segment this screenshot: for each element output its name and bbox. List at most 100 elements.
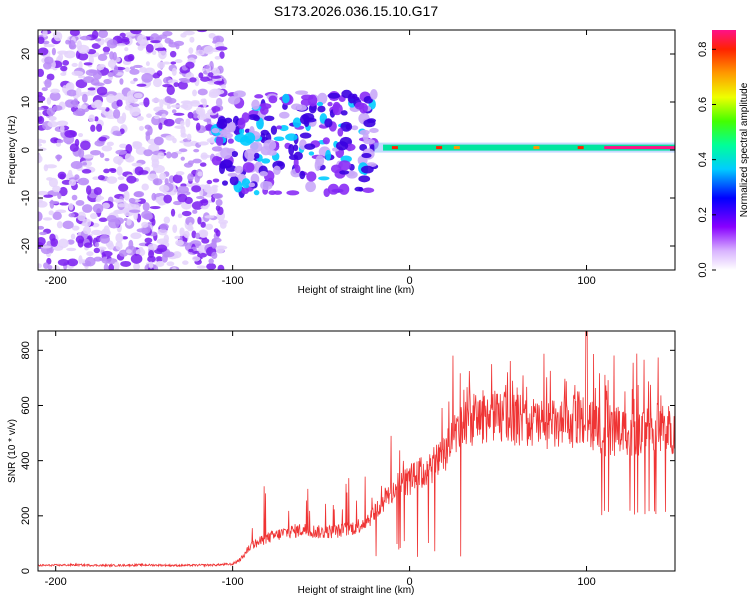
spectrogram-noise-blob <box>52 105 63 111</box>
spectrogram-noise-blob <box>42 40 50 45</box>
spectrogram-noise-blob <box>101 250 113 257</box>
spectrogram-noise-blob <box>200 198 209 206</box>
spectrogram-noise-blob <box>57 259 70 266</box>
spectrogram-noise-blob <box>211 240 217 249</box>
spectrogram-noise-blob <box>217 264 225 270</box>
spectrogram-blob <box>327 183 340 195</box>
spectrogram-noise-blob <box>158 201 165 206</box>
spectrogram-noise-blob <box>124 67 130 72</box>
spectrogram-noise-blob <box>195 122 201 131</box>
spectrogram-noise-blob <box>93 187 103 195</box>
spectrogram-noise-blob <box>205 223 214 230</box>
spectrogram-noise-blob <box>93 82 105 87</box>
spectrogram-noise-blob <box>177 81 188 90</box>
spectrogram-noise-blob <box>211 67 220 76</box>
spectrogram-noise-blob <box>156 244 168 253</box>
spectrogram-blob <box>216 120 228 129</box>
spectrogram-noise-blob <box>43 194 54 198</box>
spectrogram-noise-blob <box>173 112 185 116</box>
spectrogram-noise-blob <box>82 162 88 166</box>
spectrogram-blob <box>248 182 256 188</box>
spectrogram-noise-blob <box>92 176 100 180</box>
spectrogram-noise-blob <box>173 82 180 88</box>
spectrogram-blob <box>244 132 256 144</box>
spectrogram-blob <box>267 149 277 156</box>
spectrogram-noise-blob <box>124 47 129 52</box>
spectrogram-noise-blob <box>60 72 67 77</box>
spectrogram-noise-blob <box>215 46 228 51</box>
spectrogram-noise-blob <box>151 218 156 226</box>
spectrogram-noise-blob <box>187 173 194 182</box>
spectrogram-tone-hotspot <box>453 146 460 150</box>
spectrogram-noise-blob <box>69 143 79 152</box>
spectrogram-noise-blob <box>136 34 147 45</box>
spectrogram-noise-blob <box>207 72 214 78</box>
spectrogram-blob <box>325 149 332 161</box>
spectrogram-noise-blob <box>131 162 143 167</box>
spectrogram-noise-blob <box>66 247 77 252</box>
spectrogram-noise-blob <box>114 92 125 102</box>
spectrogram-noise-blob <box>192 158 202 164</box>
spectrogram-noise-blob <box>193 148 200 153</box>
spectrogram-noise-blob <box>158 184 170 193</box>
spectrogram-noise-blob <box>213 80 225 85</box>
spectrogram-noise-blob <box>177 213 183 219</box>
spectrogram-noise-blob <box>97 53 108 62</box>
spectrogram-x-tick-label: 100 <box>577 275 595 287</box>
spectrogram-y-label: Frequency (Hz) <box>7 116 18 185</box>
spectrogram-noise-blob <box>158 49 167 60</box>
spectrogram-noise-blob <box>83 242 93 248</box>
colorbar-tick-label: 0.4 <box>697 152 709 167</box>
spectrogram-noise-blob <box>72 98 79 108</box>
spectrogram-noise-blob <box>68 202 74 211</box>
spectrogram-noise-blob <box>200 205 209 210</box>
spectrogram-noise-blob <box>125 249 132 254</box>
spectrogram-noise-blob <box>45 164 57 169</box>
spectrogram-blob <box>327 92 341 99</box>
spectrogram-blob <box>338 160 351 171</box>
spectrogram-blob <box>221 180 229 186</box>
spectrogram-noise-blob <box>166 151 172 159</box>
spectrogram-noise-blob <box>130 232 142 240</box>
spectrogram-blob <box>294 164 301 174</box>
spectrogram-noise-blob <box>173 200 182 206</box>
spectrogram-noise-blob <box>213 228 219 234</box>
spectrogram-noise-blob <box>41 87 48 92</box>
spectrogram-blob <box>339 170 350 175</box>
spectrogram-blob <box>231 150 239 158</box>
snr-y-tick-label: 0 <box>20 568 32 574</box>
spectrogram-noise-blob <box>60 124 65 133</box>
snr-x-tick-label: 100 <box>577 576 595 588</box>
spectrogram-noise-blob <box>49 91 61 102</box>
spectrogram-tone-band <box>383 144 675 151</box>
spectrogram-noise-blob <box>151 158 160 167</box>
spectrogram-blob <box>308 103 317 114</box>
spectrogram-noise-blob <box>200 221 206 228</box>
spectrogram-blob <box>219 129 231 135</box>
spectrogram-noise-blob <box>214 56 221 60</box>
spectrogram-blob <box>304 143 316 150</box>
spectrogram-noise-blob <box>170 61 177 65</box>
spectrogram-noise-blob <box>66 89 78 97</box>
spectrogram-noise-blob <box>130 30 142 35</box>
spectrogram-noise-blob <box>57 171 67 180</box>
spectrogram-noise-blob <box>48 210 54 216</box>
spectrogram-noise-blob <box>163 194 172 204</box>
spectrogram-noise-blob <box>157 61 165 69</box>
spectrogram-noise-blob <box>143 97 150 108</box>
spectrogram-noise-blob <box>38 263 42 269</box>
spectrogram-noise-blob <box>130 253 143 264</box>
spectrogram-noise-blob <box>38 107 45 111</box>
spectrogram-noise-blob <box>192 89 198 97</box>
spectrogram-noise-blob <box>81 169 92 174</box>
spectrogram-noise-blob <box>171 109 177 114</box>
spectrogram-blob <box>359 143 368 151</box>
spectrogram-noise-blob <box>125 143 133 154</box>
snr-ticks: -200 -100 0 100 0 200 400 600 800 <box>20 331 675 588</box>
spectrogram-noise-blob <box>188 222 193 231</box>
spectrogram-noise-blob <box>90 149 102 156</box>
spectrogram-noise-blob <box>67 239 75 245</box>
spectrogram-noise-blob <box>103 263 109 270</box>
spectrogram-noise-blob <box>57 50 69 55</box>
spectrogram-noise-blob <box>38 190 49 196</box>
